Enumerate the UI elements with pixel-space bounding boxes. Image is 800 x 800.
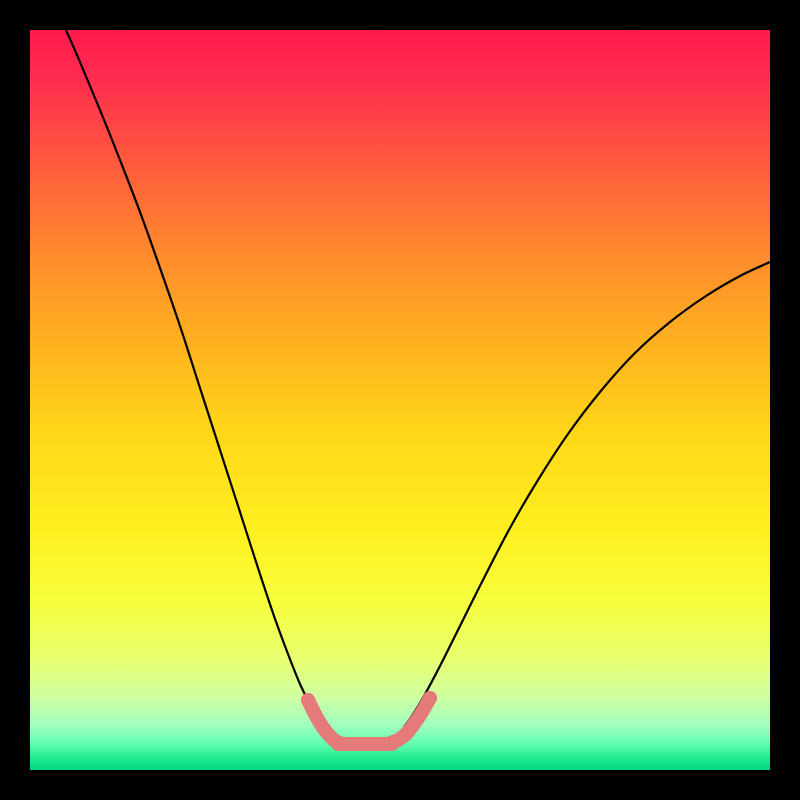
- chart-container: TheBottleneck.com: [0, 0, 800, 800]
- overlay-dot-1: [423, 691, 437, 705]
- plot-background: [30, 30, 770, 770]
- overlay-dot-0: [301, 693, 315, 707]
- chart-svg: [0, 0, 800, 800]
